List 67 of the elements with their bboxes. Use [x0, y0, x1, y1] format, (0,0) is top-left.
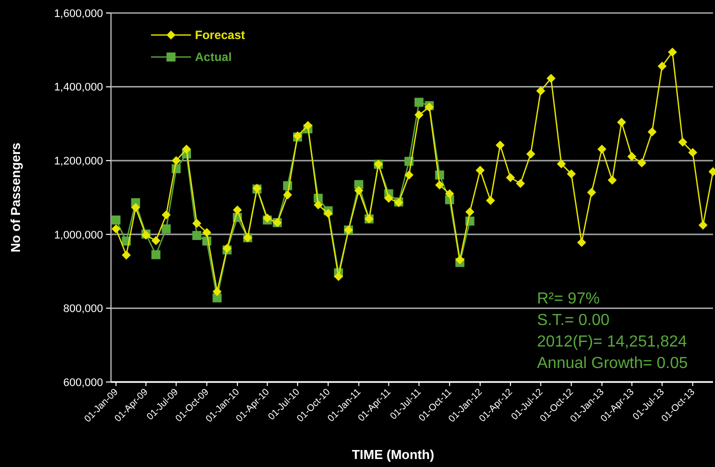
point: [577, 238, 586, 248]
point: [192, 231, 202, 240]
point: [122, 250, 131, 260]
point: [212, 293, 222, 302]
point: [162, 224, 171, 234]
point: [182, 144, 191, 154]
point: [151, 236, 160, 246]
point: [546, 74, 556, 83]
point: [414, 98, 424, 107]
point: [597, 144, 606, 154]
point: [556, 159, 566, 168]
point: [435, 180, 444, 190]
point: [334, 272, 343, 281]
point: [678, 138, 688, 147]
point: [354, 186, 364, 195]
point: [496, 140, 505, 150]
point: [688, 148, 698, 157]
y-axis-title: No of Passengers: [8, 142, 23, 252]
y-tick-label: 600,000: [63, 376, 103, 389]
point: [111, 216, 120, 225]
point: [232, 206, 242, 215]
point: [627, 152, 636, 162]
point: [698, 220, 708, 230]
point: [303, 121, 312, 130]
point: [445, 189, 454, 198]
legend-label: Actual: [195, 50, 232, 64]
legend-label: Forecast: [195, 28, 246, 42]
point: [516, 178, 525, 188]
point: [476, 166, 485, 175]
point: [617, 118, 626, 127]
point: [404, 170, 414, 180]
point: [506, 173, 515, 182]
point: [658, 62, 667, 71]
point: [192, 218, 202, 228]
point: [465, 207, 474, 216]
point: [414, 110, 424, 120]
point: [648, 127, 657, 136]
point: [455, 255, 464, 264]
point: [172, 156, 181, 166]
point: [384, 194, 394, 203]
annotation: R²= 97%: [537, 290, 600, 308]
y-tick-label: 1,000,000: [54, 229, 103, 242]
point: [587, 188, 596, 197]
point: [668, 48, 677, 57]
point: [536, 86, 546, 96]
point: [283, 190, 292, 200]
annotation: S.T.= 0.00: [537, 312, 610, 330]
point: [526, 149, 536, 158]
y-tick-label: 1,600,000: [54, 8, 103, 20]
point: [212, 287, 222, 296]
point: [566, 169, 576, 178]
annotation: Annual Growth= 0.05: [537, 355, 688, 372]
y-tick-label: 800,000: [63, 303, 103, 316]
point: [486, 196, 495, 205]
y-tick-label: 1,200,000: [54, 155, 103, 168]
point: [131, 202, 140, 212]
point: [608, 176, 617, 185]
point: [324, 208, 333, 218]
x-axis-title: TIME (Month): [352, 447, 434, 462]
point: [162, 210, 171, 220]
point: [637, 158, 646, 168]
point: [314, 200, 323, 210]
point: [151, 250, 160, 260]
annotation: 2012(F)= 14,251,824: [537, 334, 687, 351]
point: [202, 228, 212, 238]
point: [111, 224, 120, 234]
y-tick-label: 1,400,000: [54, 82, 103, 94]
